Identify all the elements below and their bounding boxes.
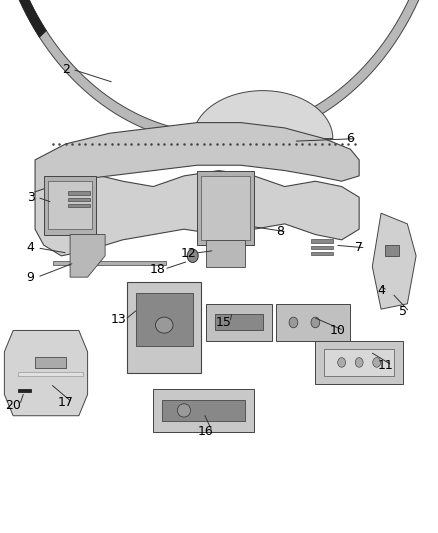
- Polygon shape: [311, 239, 333, 243]
- Ellipse shape: [373, 358, 381, 367]
- Polygon shape: [311, 246, 333, 249]
- Polygon shape: [18, 0, 46, 37]
- Polygon shape: [68, 204, 90, 207]
- Text: 18: 18: [150, 263, 166, 276]
- Polygon shape: [372, 213, 416, 309]
- Text: 20: 20: [5, 399, 21, 411]
- Polygon shape: [53, 261, 166, 265]
- Polygon shape: [18, 389, 31, 392]
- Text: 3: 3: [27, 191, 35, 204]
- Polygon shape: [35, 171, 359, 256]
- Polygon shape: [35, 123, 359, 192]
- Ellipse shape: [338, 358, 346, 367]
- Text: 2: 2: [62, 63, 70, 76]
- Polygon shape: [70, 235, 105, 277]
- Polygon shape: [385, 245, 399, 256]
- Text: 7: 7: [355, 241, 363, 254]
- Text: 11: 11: [378, 359, 393, 372]
- Ellipse shape: [355, 358, 363, 367]
- Polygon shape: [48, 181, 92, 229]
- Text: 8: 8: [276, 225, 284, 238]
- Text: 17: 17: [58, 396, 74, 409]
- Ellipse shape: [289, 317, 298, 328]
- Text: 9: 9: [27, 271, 35, 284]
- Ellipse shape: [187, 249, 198, 263]
- Polygon shape: [18, 372, 83, 376]
- Text: 13: 13: [110, 313, 126, 326]
- Polygon shape: [276, 304, 350, 341]
- Polygon shape: [153, 389, 254, 432]
- Text: 4: 4: [27, 241, 35, 254]
- Text: 10: 10: [329, 324, 345, 337]
- Ellipse shape: [155, 317, 173, 333]
- Polygon shape: [197, 171, 254, 245]
- Polygon shape: [68, 191, 90, 195]
- Text: 16: 16: [198, 425, 214, 438]
- Polygon shape: [44, 176, 96, 235]
- Polygon shape: [127, 282, 201, 373]
- Polygon shape: [68, 198, 90, 201]
- Polygon shape: [315, 341, 403, 384]
- Polygon shape: [311, 252, 333, 255]
- Text: 12: 12: [180, 247, 196, 260]
- Text: 5: 5: [399, 305, 407, 318]
- Text: 6: 6: [346, 132, 354, 145]
- Polygon shape: [201, 176, 250, 240]
- Polygon shape: [206, 304, 272, 341]
- Text: 15: 15: [215, 316, 231, 329]
- Polygon shape: [324, 349, 394, 376]
- Ellipse shape: [311, 317, 320, 328]
- Polygon shape: [211, 129, 258, 144]
- Polygon shape: [215, 314, 263, 330]
- Polygon shape: [5, 0, 433, 144]
- Polygon shape: [4, 330, 88, 416]
- Polygon shape: [193, 91, 333, 139]
- Polygon shape: [35, 357, 66, 368]
- Polygon shape: [206, 240, 245, 266]
- Ellipse shape: [177, 404, 191, 417]
- Polygon shape: [162, 400, 245, 421]
- Text: 4: 4: [377, 284, 385, 297]
- Polygon shape: [136, 293, 193, 346]
